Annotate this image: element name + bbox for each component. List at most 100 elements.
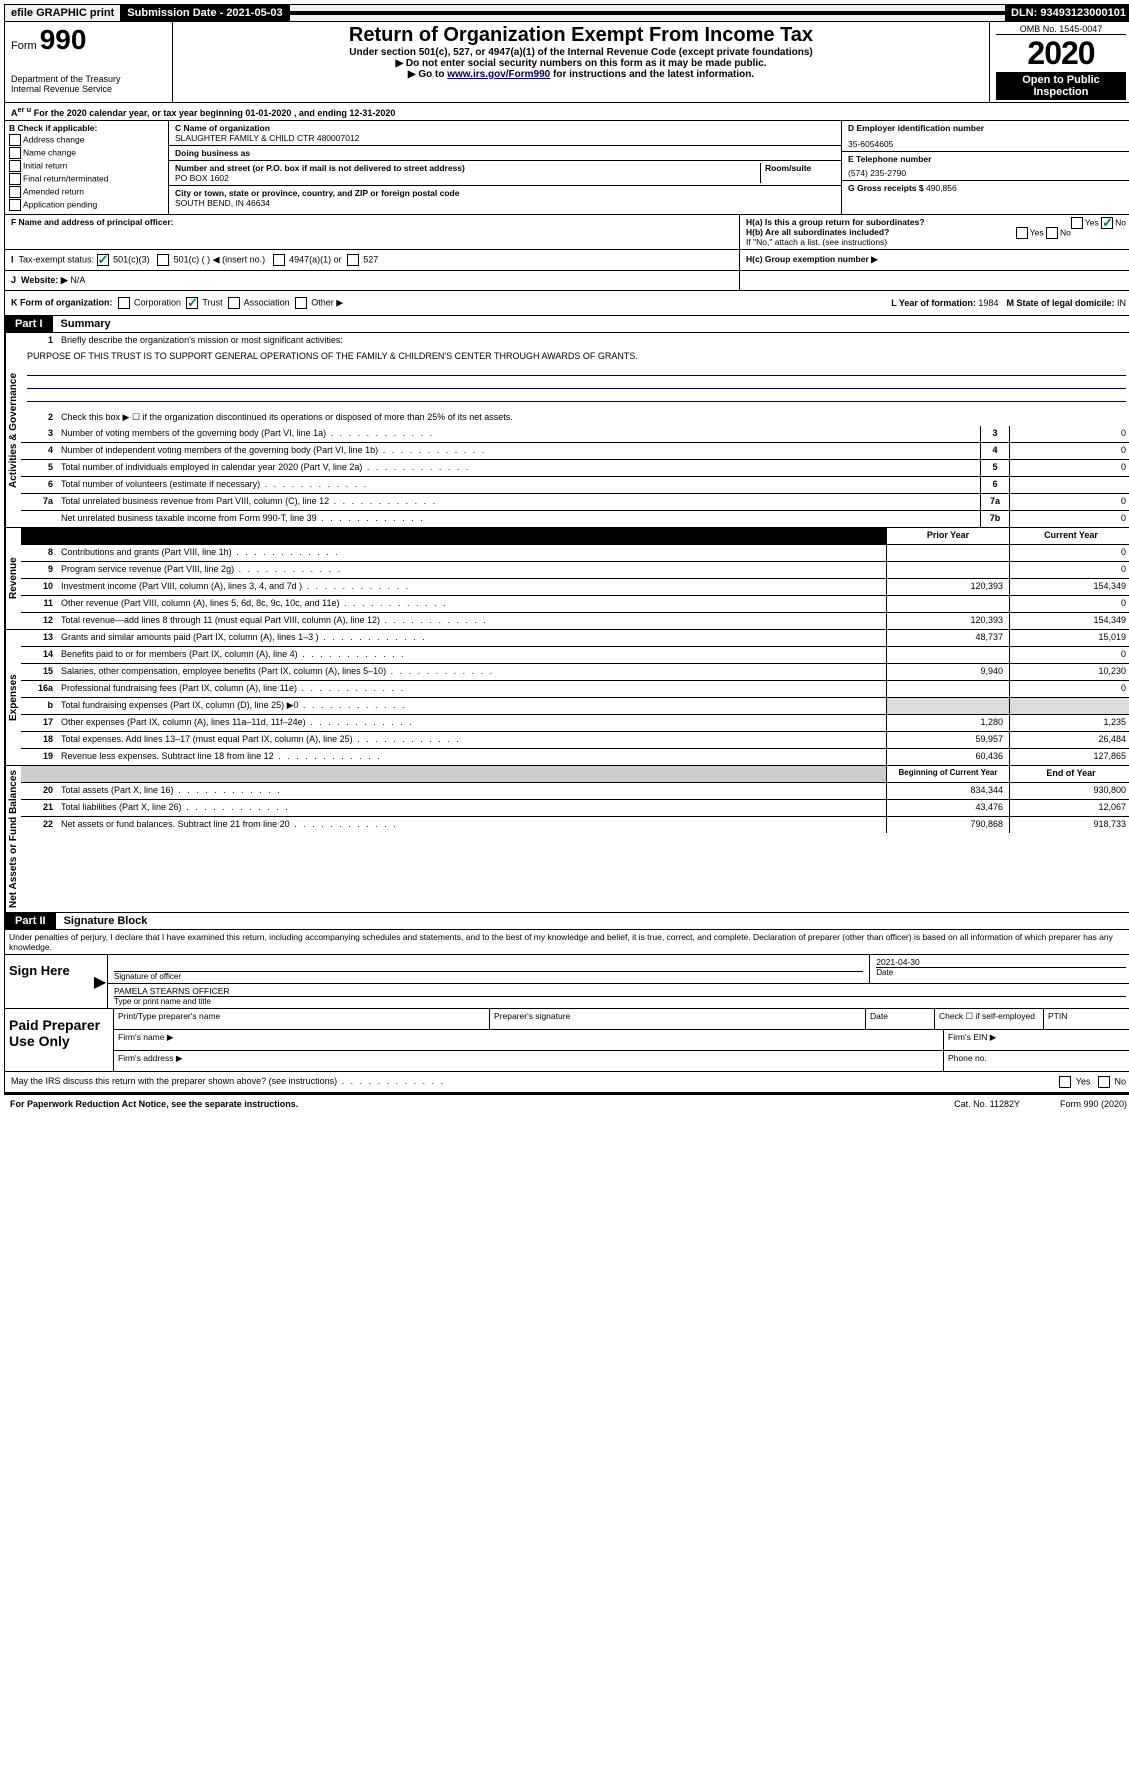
table-row: 9Program service revenue (Part VIII, lin… — [21, 562, 1129, 579]
block-bcd: B Check if applicable: Address change Na… — [4, 121, 1129, 215]
sig-officer-label: Signature of officer — [114, 971, 863, 981]
mission: PURPOSE OF THIS TRUST IS TO SUPPORT GENE… — [21, 349, 1129, 363]
j-label: Website: ▶ — [21, 275, 68, 285]
city-value: SOUTH BEND, IN 46634 — [175, 198, 835, 208]
top-bar: efile GRAPHIC print Submission Date - 20… — [4, 4, 1129, 22]
q1: Briefly describe the organization's miss… — [57, 333, 1129, 349]
form-number: 990 — [40, 24, 87, 55]
k-corp[interactable] — [118, 297, 130, 309]
spacer — [290, 11, 1005, 15]
table-row: 11Other revenue (Part VIII, column (A), … — [21, 596, 1129, 613]
open-inspection: Open to Public Inspection — [996, 72, 1126, 100]
check-name-change[interactable]: Name change — [9, 147, 164, 159]
table-row: 19Revenue less expenses. Subtract line 1… — [21, 749, 1129, 765]
check-initial-return[interactable]: Initial return — [9, 160, 164, 172]
hb-label: H(b) Are all subordinates included? — [746, 227, 889, 237]
firm-name: Firm's name ▶ — [113, 1030, 943, 1050]
subtitle-1: Under section 501(c), 527, or 4947(a)(1)… — [179, 47, 983, 58]
hdr-curr: Current Year — [1009, 528, 1129, 544]
table-row: 17Other expenses (Part IX, column (A), l… — [21, 715, 1129, 732]
dln: DLN: 93493123000101 — [1005, 5, 1129, 21]
officer-name: PAMELA STEARNS OFFICER — [114, 986, 1126, 996]
check-final-return[interactable]: Final return/terminated — [9, 173, 164, 185]
form-title: Return of Organization Exempt From Incom… — [179, 24, 983, 47]
part-ii-label: Part II — [5, 913, 56, 929]
part-ii-title: Signature Block — [56, 913, 156, 929]
table-row: 16aProfessional fundraising fees (Part I… — [21, 681, 1129, 698]
perjury: Under penalties of perjury, I declare th… — [5, 930, 1129, 954]
hb-no[interactable] — [1046, 227, 1058, 239]
table-row: 14Benefits paid to or for members (Part … — [21, 647, 1129, 664]
i-501c[interactable] — [157, 254, 169, 266]
discuss-no[interactable] — [1098, 1076, 1110, 1088]
discuss-row: May the IRS discuss this return with the… — [4, 1072, 1129, 1093]
city-label: City or town, state or province, country… — [175, 188, 835, 198]
part-i-title: Summary — [53, 316, 119, 332]
i-527[interactable] — [347, 254, 359, 266]
sign-here-label: Sign Here — [5, 955, 93, 1008]
ha-yes[interactable] — [1071, 217, 1083, 229]
irs-label: Internal Revenue Service — [11, 84, 166, 94]
hb-yes[interactable] — [1016, 227, 1028, 239]
side-governance: Activities & Governance — [5, 333, 21, 527]
c-name-label: C Name of organization — [175, 123, 835, 133]
row-k: K Form of organization: Corporation Trus… — [4, 291, 1129, 316]
k-trust[interactable] — [186, 297, 198, 309]
hdr-prior: Prior Year — [886, 528, 1009, 544]
check-app-pending[interactable]: Application pending — [9, 199, 164, 211]
table-row: 3Number of voting members of the governi… — [21, 426, 1129, 443]
col-d-ein: D Employer identification number 35-6054… — [841, 121, 1129, 214]
i-501c3[interactable] — [97, 254, 109, 266]
paid-label: Paid Preparer Use Only — [5, 1009, 113, 1071]
table-row: 4Number of independent voting members of… — [21, 443, 1129, 460]
subtitle-3-pre: ▶ Go to — [408, 69, 447, 80]
table-row: 13Grants and similar amounts paid (Part … — [21, 630, 1129, 647]
signature-block: Under penalties of perjury, I declare th… — [4, 930, 1129, 1072]
check-address-change[interactable]: Address change — [9, 134, 164, 146]
i-4947[interactable] — [273, 254, 285, 266]
check-amended[interactable]: Amended return — [9, 186, 164, 198]
cat-no: Cat. No. 11282Y — [954, 1099, 1020, 1109]
table-row: 18Total expenses. Add lines 13–17 (must … — [21, 732, 1129, 749]
table-row: bTotal fundraising expenses (Part IX, co… — [21, 698, 1129, 715]
part-i-header: Part I Summary — [4, 316, 1129, 333]
footer: For Paperwork Reduction Act Notice, see … — [4, 1093, 1129, 1113]
paid-preparer-row: Paid Preparer Use Only Print/Type prepar… — [5, 1008, 1129, 1071]
table-row: 6Total number of volunteers (estimate if… — [21, 477, 1129, 494]
net-assets-table: Net Assets or Fund Balances Beginning of… — [4, 766, 1129, 913]
form990-link[interactable]: www.irs.gov/Form990 — [447, 69, 550, 80]
ha-no[interactable] — [1101, 217, 1113, 229]
pt-check[interactable]: Check ☐ if self-employed — [934, 1009, 1043, 1029]
side-revenue: Revenue — [5, 528, 21, 629]
table-row: 22Net assets or fund balances. Subtract … — [21, 817, 1129, 833]
table-row: 10Investment income (Part VIII, column (… — [21, 579, 1129, 596]
row-i: I Tax-exempt status: 501(c)(3) 501(c) ( … — [4, 250, 1129, 271]
table-row: 20Total assets (Part X, line 16)834,3449… — [21, 783, 1129, 800]
discuss-text: May the IRS discuss this return with the… — [11, 1076, 445, 1088]
side-net-assets: Net Assets or Fund Balances — [5, 766, 21, 912]
efile-label[interactable]: efile GRAPHIC print — [5, 5, 121, 21]
table-row: 12Total revenue—add lines 8 through 11 (… — [21, 613, 1129, 629]
k-assoc[interactable] — [228, 297, 240, 309]
phone: Phone no. — [943, 1051, 1129, 1071]
ein-label: D Employer identification number — [848, 123, 1126, 133]
pt-sig: Preparer's signature — [489, 1009, 865, 1029]
addr-value: PO BOX 1602 — [175, 173, 756, 183]
m-label: M State of legal domicile: — [1006, 298, 1114, 308]
col-b-checkboxes: B Check if applicable: Address change Na… — [5, 121, 169, 214]
discuss-yes[interactable] — [1059, 1076, 1071, 1088]
dba-label: Doing business as — [175, 148, 835, 158]
omb-number: OMB No. 1545-0047 — [996, 24, 1126, 35]
pt-date: Date — [865, 1009, 934, 1029]
subtitle-2: ▶ Do not enter social security numbers o… — [179, 58, 983, 69]
pra-notice: For Paperwork Reduction Act Notice, see … — [10, 1099, 298, 1109]
submission-date: Submission Date - 2021-05-03 — [121, 5, 289, 21]
dept-label: Department of the Treasury — [11, 74, 166, 84]
revenue-table: Revenue Prior Year Current Year 8Contrib… — [4, 528, 1129, 630]
side-expenses: Expenses — [5, 630, 21, 765]
summary-table: Activities & Governance 1 Briefly descri… — [4, 333, 1129, 528]
k-other[interactable] — [295, 297, 307, 309]
j-value: N/A — [70, 275, 85, 285]
addr-label: Number and street (or P.O. box if mail i… — [175, 163, 756, 173]
row-a-tax-year: Aer u For the 2020 calendar year, or tax… — [4, 103, 1129, 121]
